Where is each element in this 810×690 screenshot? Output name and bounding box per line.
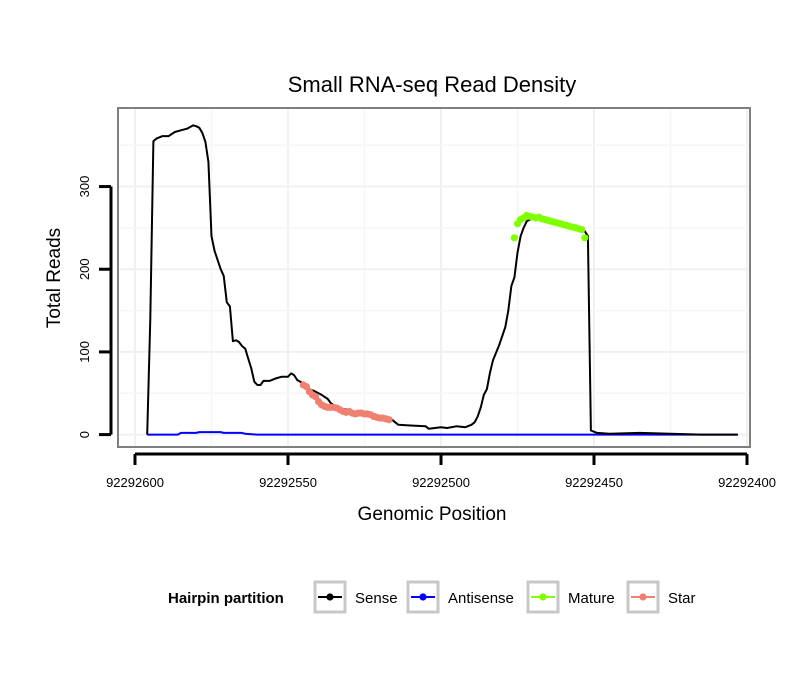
data-point-mature <box>581 234 589 242</box>
x-tick-label: 92292450 <box>565 475 623 490</box>
y-tick-label: 200 <box>77 258 92 280</box>
legend-item-mature: Mature <box>526 580 615 614</box>
chart-title: Small RNA-seq Read Density <box>288 72 577 97</box>
legend-title: Hairpin partition <box>168 590 284 607</box>
legend-key-point <box>419 593 427 601</box>
legend-label: Star <box>668 590 696 607</box>
legend-label: Antisense <box>448 590 514 607</box>
x-axis: 92292600 92292550 92292500 92292450 92292400 <box>106 452 776 490</box>
data-point-star <box>385 416 393 424</box>
y-tick-label: 100 <box>77 341 92 363</box>
series-line-antisense <box>147 431 738 436</box>
data-point-mature <box>578 225 586 234</box>
legend-item-antisense: Antisense <box>406 580 514 614</box>
legend-key-point <box>539 593 547 601</box>
x-axis-label: Genomic Position <box>358 504 507 525</box>
legend-label: Sense <box>355 590 398 607</box>
plot-area <box>117 107 751 448</box>
data-point-mature <box>510 234 519 242</box>
y-tick-label: 0 <box>77 431 92 438</box>
plot-border <box>117 107 751 448</box>
legend-item-sense: Sense <box>313 580 398 614</box>
y-tick-label: 300 <box>77 176 92 198</box>
x-tick-label: 92292500 <box>412 475 470 490</box>
legend-key-point <box>639 593 647 601</box>
legend-entries: Sense Antisense Mature Star <box>313 580 696 614</box>
legend-label: Mature <box>568 590 615 607</box>
x-tick-label: 92292550 <box>259 475 317 490</box>
series-points <box>299 211 589 424</box>
x-tick-label: 92292400 <box>718 475 776 490</box>
legend-item-star: Star <box>626 580 696 614</box>
x-tick-label: 92292600 <box>106 475 164 490</box>
y-axis: 0 100 200 300 <box>77 176 113 438</box>
legend-key-point <box>326 593 334 601</box>
plot-background <box>118 108 750 447</box>
legend: Hairpin partition Sense Antisense Mature St… <box>168 580 696 614</box>
y-axis-label: Total Reads <box>44 228 65 328</box>
